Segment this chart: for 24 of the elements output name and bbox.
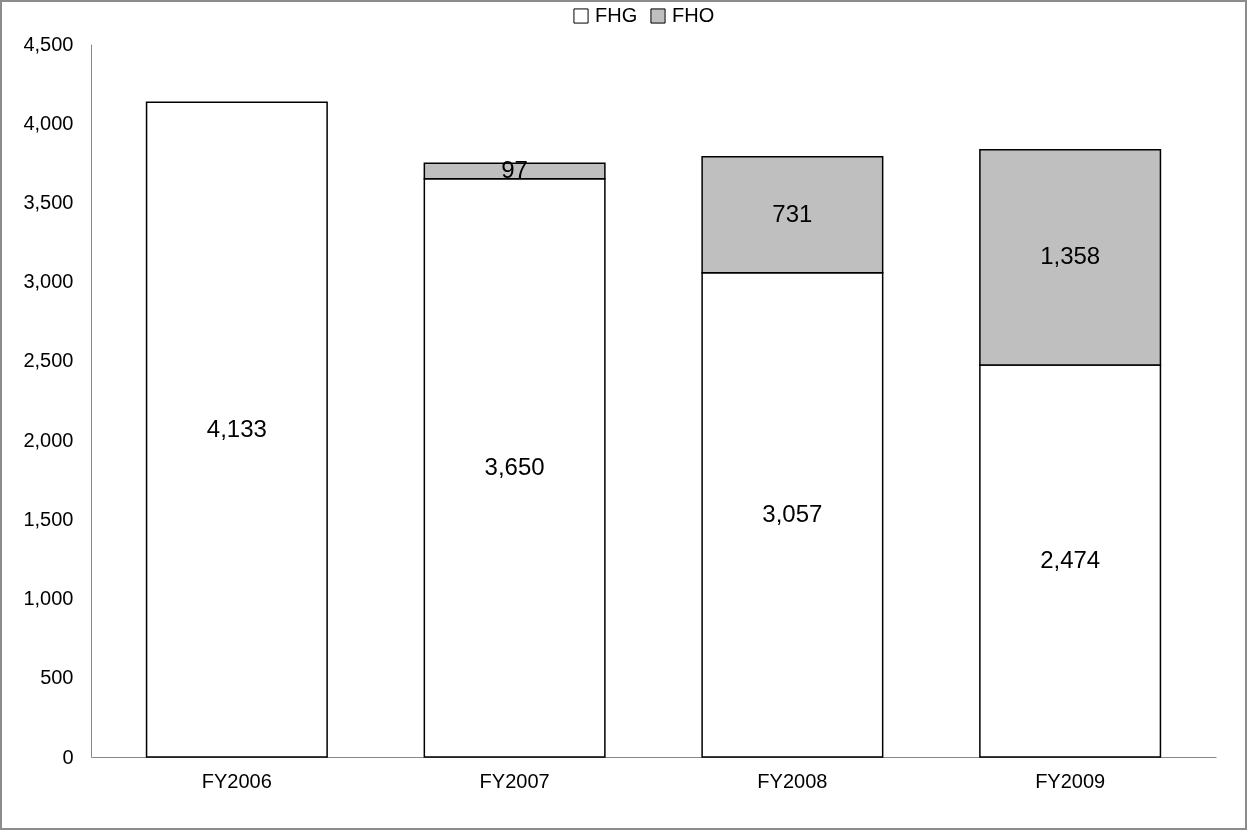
y-tick-label: 2,500: [23, 349, 74, 372]
x-tick-label: FY2009: [1035, 769, 1106, 792]
y-tick-label: 1,500: [23, 507, 74, 530]
y-tick-label: 4,500: [23, 32, 74, 55]
y-tick-label: 3,500: [23, 190, 74, 213]
y-tick-label: 2,000: [23, 428, 74, 451]
x-tick-label: FY2007: [479, 769, 550, 792]
legend-label: FHG: [595, 4, 638, 26]
y-tick-label: 0: [62, 745, 74, 768]
y-tick-label: 500: [40, 666, 74, 689]
y-tick-label: 1,000: [23, 587, 74, 610]
x-tick-label: FY2006: [201, 769, 272, 792]
data-label: 3,057: [762, 499, 823, 527]
data-label: 731: [772, 199, 813, 227]
y-tick-label: 4,000: [23, 111, 74, 134]
y-tick-label: 3,000: [23, 270, 74, 293]
data-label: 97: [501, 155, 528, 183]
x-tick-label: FY2008: [757, 769, 828, 792]
data-label: 2,474: [1040, 546, 1101, 573]
data-label: 4,133: [206, 414, 267, 442]
legend-label: FHO: [672, 4, 715, 26]
data-label: 1,358: [1040, 242, 1101, 270]
data-label: 3,650: [484, 452, 545, 480]
bar: [145, 101, 328, 758]
